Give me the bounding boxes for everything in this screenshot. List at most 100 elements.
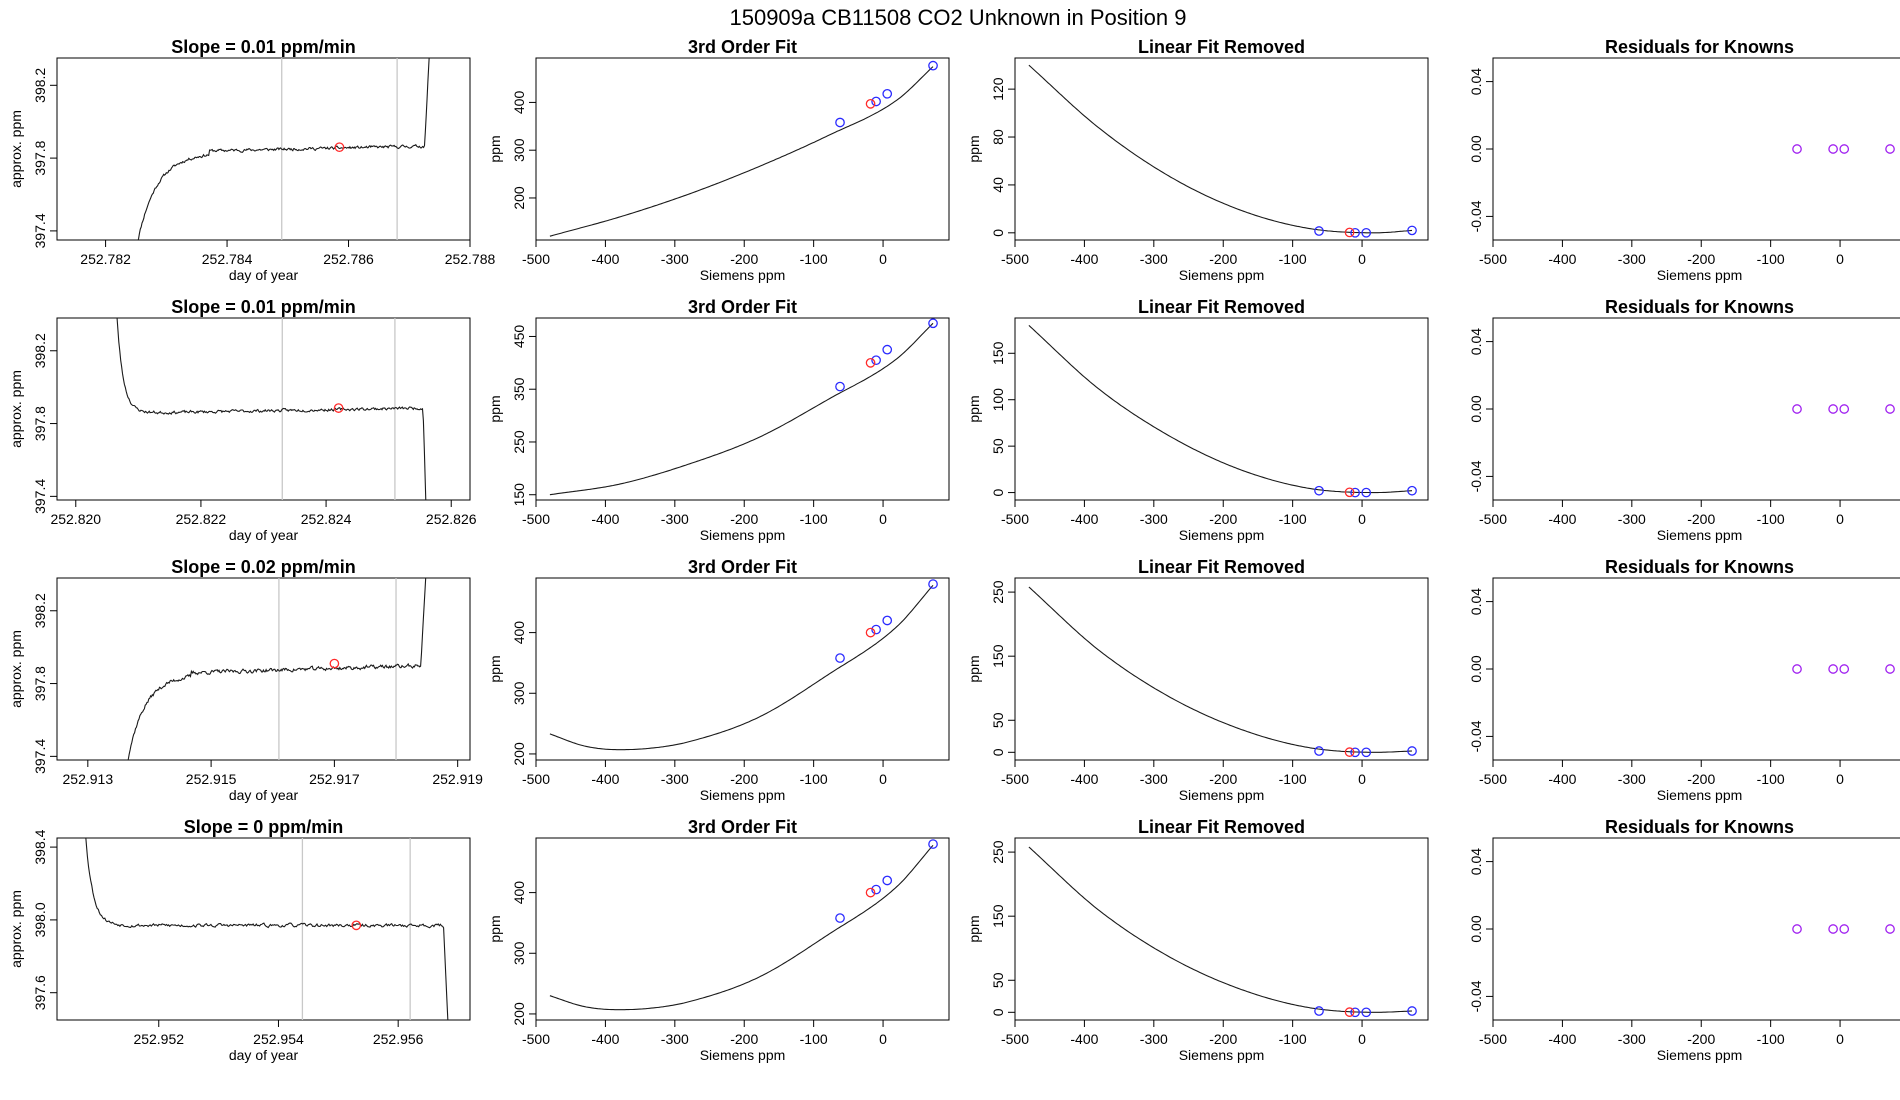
known-point: [1314, 485, 1324, 496]
x-axis-label: Siemens ppm: [1657, 267, 1743, 283]
known-point: [1407, 1006, 1417, 1016]
x-tick-label: -200: [730, 251, 758, 267]
panel-r1-c4: Residuals for Knowns -500 -400 -300 -200 -100…: [1468, 37, 1900, 283]
y-tick-label: 0.04: [1468, 588, 1484, 615]
x-axis-label: day of year: [229, 1047, 299, 1063]
y-tick-label: 250: [511, 430, 527, 454]
plot-frame: [1492, 57, 1900, 241]
fit-curve: [1028, 846, 1413, 1013]
x-axis-label: Siemens ppm: [1657, 787, 1743, 803]
known-point: [928, 839, 938, 849]
x-tick-label: -100: [1279, 251, 1307, 267]
residual-point: [1885, 404, 1895, 414]
y-tick-label: 50: [990, 972, 1006, 988]
plot-frame: [1492, 837, 1900, 1021]
x-axis-label: Siemens ppm: [1179, 267, 1265, 283]
panel-title: Slope = 0.01 ppm/min: [171, 37, 356, 57]
x-tick-label: -300: [1140, 511, 1168, 527]
x-axis-label: Siemens ppm: [700, 267, 786, 283]
x-axis-label: day of year: [229, 527, 299, 543]
x-tick-label: 252.952: [133, 1031, 184, 1047]
series-trace: [85, 838, 449, 1020]
y-tick-label: 100: [990, 388, 1006, 412]
y-tick-label: -0.04: [1468, 980, 1484, 1012]
known-point: [871, 96, 881, 107]
x-tick-label: -100: [800, 511, 828, 527]
y-tick-label: 450: [511, 325, 527, 349]
plot-area: [1028, 325, 1413, 494]
residual-point: [1792, 404, 1802, 414]
unknown-point: [1344, 487, 1355, 498]
x-tick-label: 0: [1836, 1031, 1844, 1047]
known-point: [928, 60, 938, 71]
x-tick-label: -200: [730, 1031, 758, 1047]
fit-curve: [549, 584, 934, 751]
panel-r2-c1: Slope = 0.01 ppm/min 252.820 252.822 252.82…: [8, 297, 477, 543]
known-point: [1350, 227, 1360, 238]
x-axis-label: Siemens ppm: [1179, 527, 1265, 543]
residual-point: [1828, 404, 1838, 414]
known-point: [871, 624, 881, 635]
x-tick-label: 252.784: [202, 251, 253, 267]
x-tick-label: -400: [591, 511, 619, 527]
plot-frame: [1014, 57, 1429, 241]
residual-point: [1792, 664, 1802, 674]
plot-area: [549, 322, 934, 496]
y-tick-label: 0.04: [1468, 68, 1484, 95]
y-tick-label: 0: [990, 488, 1006, 496]
x-tick-label: 252.915: [186, 771, 237, 787]
x-tick-label: -100: [800, 771, 828, 787]
plot-area: [549, 66, 934, 237]
y-tick-label: 0: [990, 229, 1006, 237]
x-tick-label: -100: [1757, 771, 1785, 787]
y-axis-label: ppm: [966, 135, 982, 162]
panel-r4-c3: Linear Fit Removed -500 -400 -300 -200 -100 0 S…: [966, 817, 1429, 1063]
fit-curve: [1028, 586, 1413, 753]
plot-frame: [56, 577, 471, 761]
known-point: [1314, 226, 1324, 236]
residual-point: [1885, 924, 1895, 934]
x-tick-label: -100: [1279, 511, 1307, 527]
panel-title: Residuals for Knowns: [1605, 37, 1794, 57]
y-axis-label: ppm: [487, 395, 503, 422]
known-point: [1361, 227, 1372, 238]
panel-title: Slope = 0 ppm/min: [184, 817, 344, 837]
y-tick-label: 0.00: [1468, 135, 1484, 162]
plot-frame: [535, 837, 950, 1021]
x-tick-label: 0: [1358, 1031, 1366, 1047]
known-point: [835, 381, 845, 392]
plot-area: [549, 844, 934, 1011]
fit-curve: [1028, 64, 1413, 234]
x-tick-label: -200: [1687, 771, 1715, 787]
y-tick-label: -0.04: [1468, 200, 1484, 232]
x-tick-label: 0: [879, 511, 887, 527]
x-tick-label: -500: [1479, 771, 1507, 787]
y-tick-label: 50: [990, 438, 1006, 454]
known-point: [882, 875, 893, 886]
known-point: [928, 318, 938, 329]
x-axis-label: Siemens ppm: [1179, 787, 1265, 803]
y-tick-label: 398.2: [32, 68, 48, 103]
mean-marker: [329, 658, 340, 669]
x-tick-label: -500: [1001, 771, 1029, 787]
series-trace: [137, 58, 430, 240]
panel-r4-c4: Residuals for Knowns -500 -400 -300 -200 -100…: [1468, 817, 1900, 1063]
y-tick-label: 397.6: [32, 975, 48, 1010]
y-tick-label: 0.00: [1468, 915, 1484, 942]
x-tick-label: -300: [1618, 771, 1646, 787]
panel-r4-c2: 3rd Order Fit -500 -400 -300 -200 -100 0 Siemen…: [487, 817, 950, 1063]
known-point: [1350, 1007, 1360, 1018]
panel-r3-c2: 3rd Order Fit -500 -400 -300 -200 -100 0 Siemen…: [487, 557, 950, 803]
y-tick-label: 40: [990, 177, 1006, 193]
known-point: [882, 88, 893, 99]
x-tick-label: -200: [1687, 1031, 1715, 1047]
x-tick-label: -400: [1070, 1031, 1098, 1047]
series-trace: [116, 318, 427, 500]
x-tick-label: -100: [800, 1031, 828, 1047]
x-tick-label: -400: [1070, 771, 1098, 787]
y-tick-label: 350: [511, 377, 527, 401]
x-tick-label: -300: [1618, 1031, 1646, 1047]
x-tick-label: 0: [1358, 771, 1366, 787]
y-tick-label: 397.4: [32, 739, 48, 774]
x-tick-label: -300: [661, 771, 689, 787]
